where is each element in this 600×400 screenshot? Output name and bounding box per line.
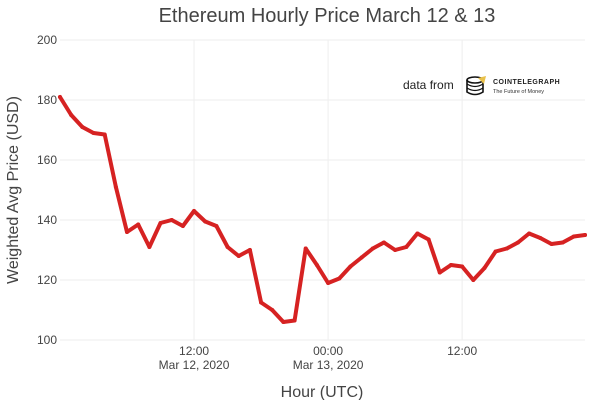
y-tick-label: 160 — [37, 153, 57, 167]
data-point — [560, 240, 565, 245]
data-point — [583, 233, 587, 237]
data-point — [404, 245, 409, 249]
data-point — [538, 236, 543, 240]
y-axis-ticks: 100 120 140 160 180 200 — [37, 33, 57, 347]
data-point — [482, 266, 487, 270]
data-point — [515, 240, 520, 245]
data-point — [415, 231, 420, 236]
data-point — [426, 237, 431, 242]
data-point — [292, 318, 297, 323]
x-tick-label: 12:00 — [179, 344, 209, 358]
data-point — [180, 224, 185, 228]
data-point — [359, 255, 364, 260]
data-point — [225, 245, 230, 249]
data-point — [91, 131, 96, 135]
data-point — [337, 276, 342, 281]
data-point — [549, 242, 554, 246]
y-axis-title: Weighted Avg Price (USD) — [5, 96, 22, 284]
data-point — [136, 222, 141, 227]
data-point — [471, 278, 476, 282]
data-point — [259, 300, 264, 305]
y-tick-label: 200 — [37, 33, 57, 47]
data-point — [571, 234, 576, 239]
data-point — [158, 221, 163, 225]
x-tick-label: 12:00 — [447, 344, 477, 358]
data-point — [381, 240, 386, 245]
data-point — [147, 245, 152, 249]
data-point — [448, 263, 453, 267]
data-point — [348, 264, 353, 269]
y-tick-label: 140 — [37, 213, 57, 227]
data-point — [80, 125, 85, 129]
credit-tagline: The Future of Money — [493, 89, 544, 95]
data-point — [493, 249, 498, 254]
data-point — [281, 320, 286, 324]
data-point — [326, 281, 331, 285]
data-point — [192, 209, 197, 213]
series-layer — [58, 95, 587, 324]
series-line-0 — [58, 95, 587, 324]
data-point — [58, 95, 62, 99]
coin-stack-icon — [466, 76, 486, 96]
data-point — [236, 254, 241, 258]
credit-prefix: data from — [403, 78, 454, 92]
credit-brand: COINTELEGRAPH — [493, 79, 560, 86]
data-point — [125, 230, 130, 234]
y-tick-label: 180 — [37, 93, 57, 107]
x-tick-date-label: Mar 12, 2020 — [159, 358, 230, 372]
grid — [60, 39, 585, 341]
data-point — [314, 263, 319, 267]
data-point — [527, 231, 532, 236]
data-point — [437, 270, 442, 275]
data-credit: data from COINTELEGRAPH The Future of Mo… — [403, 76, 560, 96]
x-axis-title: Hour (UTC) — [281, 384, 364, 400]
data-point — [113, 185, 118, 189]
data-point — [460, 264, 465, 269]
y-tick-label: 120 — [37, 273, 57, 287]
data-point — [203, 219, 208, 224]
data-point — [247, 248, 252, 252]
y-tick-label: 100 — [37, 333, 57, 347]
data-point — [504, 246, 509, 251]
chart-title: Ethereum Hourly Price March 12 & 13 — [159, 5, 496, 27]
data-point — [303, 246, 308, 251]
data-point — [69, 113, 74, 117]
data-point — [102, 132, 107, 137]
data-point — [393, 248, 398, 252]
data-point — [214, 224, 219, 228]
x-tick-date-label: Mar 13, 2020 — [293, 358, 364, 372]
data-point — [270, 308, 275, 312]
data-point — [169, 218, 174, 222]
x-tick-label: 00:00 — [313, 344, 343, 358]
data-point — [370, 246, 375, 251]
